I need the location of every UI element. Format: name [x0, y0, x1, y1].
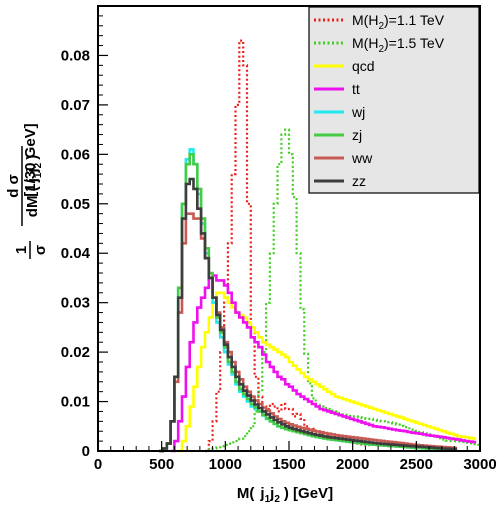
legend-label: tt [352, 81, 360, 97]
x-tick-label: 500 [149, 456, 174, 473]
x-axis-title: M(j1j2) [GeV] [237, 485, 333, 505]
y-tick-label: 0.02 [61, 344, 90, 361]
legend-label: qcd [352, 58, 375, 74]
x-tick-label: 1500 [272, 456, 305, 473]
legend-label: zj [352, 127, 362, 143]
legend-item-wj: wj [314, 104, 365, 120]
series-layer [159, 39, 480, 453]
x-tick-label: 0 [94, 456, 102, 473]
legend-item-zz: zz [314, 173, 366, 189]
y-title-frac1-den: σ [32, 245, 49, 255]
y-tick-label: 0.03 [61, 295, 90, 312]
y-title-unit: [1/30 GeV] [22, 123, 39, 196]
y-title-frac1-num: 1 [13, 246, 30, 254]
x-tick-label: 3000 [463, 456, 496, 473]
legend-item-m-h2-1-5-tev: M(H2)=1.5 TeV [314, 35, 445, 55]
legend: M(H2)=1.1 TeV M(H2)=1.5 TeV qcd tt wj zj ww zz [308, 6, 480, 194]
x-tick-label: 1000 [209, 456, 242, 473]
legend-item-ww: ww [314, 150, 373, 166]
x-tick-label: 2000 [336, 456, 369, 473]
legend-item-qcd: qcd [314, 58, 375, 74]
legend-label: zz [352, 173, 366, 189]
x-tick-label: 2500 [400, 456, 433, 473]
y-tick-label: 0.01 [61, 394, 90, 411]
legend-item-zj: zj [314, 127, 362, 143]
ticks-layer: 0 500 1000 1500 2000 2500 3000 0 0.01 0.02 0.03 0.0… [61, 15, 497, 473]
y-tick-label: 0.08 [61, 47, 90, 64]
legend-label: ww [351, 150, 373, 166]
y-title-frac2-num: d σ [5, 174, 22, 198]
series-zj [159, 153, 446, 453]
y-tick-label: 0.07 [61, 97, 90, 114]
y-axis-title: 1 σ d σ dM ( j1j2) [1/30 GeV] [5, 123, 49, 259]
y-title-frac2-den: dM ( j1j2) [24, 155, 44, 217]
y-tick-label: 0.05 [61, 196, 90, 213]
series-tt [170, 274, 477, 453]
series-zz [159, 177, 458, 453]
legend-box [308, 6, 480, 194]
legend-label: wj [351, 104, 365, 120]
legend-item-tt: tt [314, 81, 360, 97]
legend-item-m-h2-1-1-tev: M(H2)=1.1 TeV [314, 12, 445, 32]
legend-label: M(H2)=1.1 TeV [352, 12, 445, 32]
legend-label: M(H2)=1.5 TeV [352, 35, 445, 55]
y-tick-label: 0.06 [61, 146, 90, 163]
y-tick-label: 0 [82, 443, 90, 460]
y-tick-label: 0.04 [61, 245, 91, 262]
